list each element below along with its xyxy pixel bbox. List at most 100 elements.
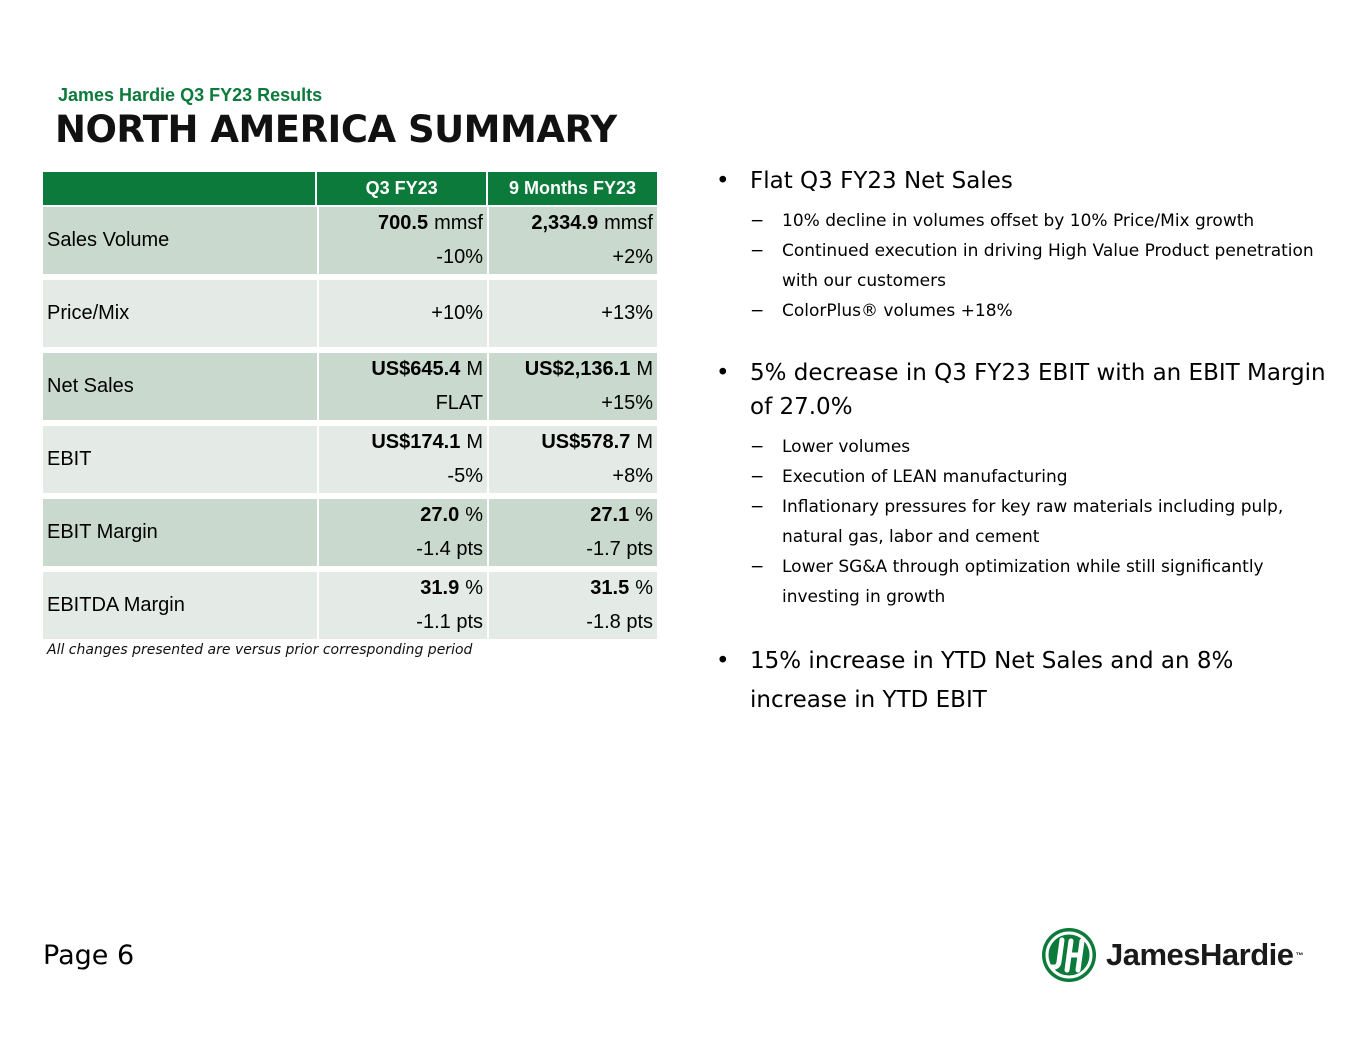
q3-cell: 31.9% -1.1 pts [317, 572, 487, 639]
ytd-value: 2,334.9 [531, 212, 599, 235]
q3-value: 31.9 [420, 577, 460, 600]
bullet-icon: • [716, 360, 730, 386]
sub-bullet-item: − Continued execution in driving High Val… [750, 236, 1336, 296]
ytd-cell: US$578.7 M +8% [487, 426, 657, 493]
column-header-q3: Q3 FY23 [315, 172, 486, 205]
sub-bullet-text: ColorPlus® volumes +18% [782, 301, 1013, 321]
bullet-icon: • [716, 168, 730, 194]
ytd-cell: 2,334.9 mmsf +2% [487, 207, 657, 274]
report-subtitle: James Hardie Q3 FY23 Results [58, 85, 323, 105]
dash-icon: − [750, 437, 765, 457]
q3-unit: % [465, 504, 483, 527]
row-label: Price/Mix [43, 280, 317, 347]
q3-value: US$645.4 [371, 358, 461, 381]
row-label: EBIT [43, 426, 317, 493]
ytd-unit: M [636, 431, 653, 454]
sub-bullet-text: Lower volumes [782, 437, 911, 457]
logo-wordmark: JamesHardie [1106, 937, 1294, 972]
dash-icon: − [750, 301, 765, 321]
bullet-item: • 15% increase in YTD Net Sales and an 8… [716, 642, 1336, 720]
q3-change: -10% [436, 245, 483, 268]
ytd-unit: % [635, 504, 653, 527]
sub-bullet-item: −10% decline in volumes offset by 10% Pr… [750, 206, 1336, 236]
ytd-cell: US$2,136.1 M +15% [487, 353, 657, 420]
bullet-icon: • [716, 648, 730, 674]
table-row: EBIT Margin 27.0% -1.4 pts 27.1% -1.7 pt… [43, 499, 657, 566]
dash-icon: − [750, 467, 765, 487]
table-row: EBIT US$174.1 M -5% US$578.7 M +8% [43, 426, 657, 493]
q3-change: FLAT [435, 391, 483, 414]
row-label: EBITDA Margin [43, 572, 317, 639]
table-row: EBITDA Margin 31.9% -1.1 pts 31.5% -1.8 … [43, 572, 657, 639]
ytd-unit: % [635, 577, 653, 600]
table-row: Sales Volume 700.5 mmsf -10% 2,334.9 mmsf … [43, 207, 657, 274]
q3-cell: 27.0% -1.4 pts [317, 499, 487, 566]
bullet-item: • Flat Q3 FY23 Net Sales [716, 164, 1336, 198]
ytd-value: 31.5 [590, 577, 630, 600]
sub-bullet-text: Lower SG&A through optimization while st… [782, 557, 1264, 607]
q3-unit: M [466, 431, 483, 454]
q3-cell: 700.5 mmsf -10% [317, 207, 487, 274]
ytd-change: +13% [601, 302, 653, 324]
ytd-change: +8% [612, 464, 653, 487]
sub-bullet-text: 10% decline in volumes offset by 10% Pri… [782, 211, 1255, 231]
q3-cell: US$174.1 M -5% [317, 426, 487, 493]
table-row: Price/Mix +10% +13% [43, 280, 657, 347]
sub-bullet-list: −10% decline in volumes offset by 10% Pr… [750, 206, 1336, 326]
q3-value: 700.5 [378, 212, 429, 235]
header-blank-cell [43, 172, 315, 205]
trademark-mark: ™ [1295, 950, 1304, 960]
table-footnote: All changes presented are versus prior c… [47, 642, 473, 658]
page-number: Page 6 [43, 940, 135, 971]
bullet-text: 15% increase in YTD Net Sales and an 8% … [750, 648, 1234, 713]
ytd-cell: 31.5% -1.8 pts [487, 572, 657, 639]
ytd-change: +2% [612, 245, 653, 268]
bullet-item: • 5% decrease in Q3 FY23 EBIT with an EB… [716, 356, 1336, 424]
table-header: Q3 FY23 9 Months FY23 [43, 172, 657, 205]
sub-bullet-text: Continued execution in driving High Valu… [782, 241, 1314, 291]
q3-change: -1.4 pts [416, 537, 483, 560]
ytd-value: US$2,136.1 [524, 358, 631, 381]
jh-monogram-icon [1042, 928, 1096, 982]
bullet-text: 5% decrease in Q3 FY23 EBIT with an EBIT… [750, 360, 1326, 420]
ytd-unit: mmsf [604, 212, 653, 235]
q3-cell: US$645.4 M FLAT [317, 353, 487, 420]
q3-cell: +10% [317, 280, 487, 347]
sub-bullet-item: − Lower volumes [750, 432, 1336, 462]
row-label: Sales Volume [43, 207, 317, 274]
dash-icon: − [750, 557, 765, 577]
q3-unit: % [465, 577, 483, 600]
row-label: EBIT Margin [43, 499, 317, 566]
dash-icon: − [750, 211, 765, 231]
bullet-list: • Flat Q3 FY23 Net Sales −10% decline in… [716, 164, 1336, 720]
sub-bullet-item: − Execution of LEAN manufacturing [750, 462, 1336, 492]
ytd-change: +15% [601, 391, 653, 414]
ytd-cell: +13% [487, 280, 657, 347]
column-header-9-months: 9 Months FY23 [486, 172, 657, 205]
q3-change: -1.1 pts [416, 610, 483, 633]
q3-unit: M [466, 358, 483, 381]
ytd-change: -1.7 pts [586, 537, 653, 560]
james-hardie-logo: JamesHardie ™ [1040, 926, 1304, 984]
q3-unit: mmsf [434, 212, 483, 235]
row-label: Net Sales [43, 353, 317, 420]
q3-value: 27.0 [420, 504, 460, 527]
sub-bullet-item: − Lower SG&A through optimization while s… [750, 552, 1336, 612]
ytd-change: -1.8 pts [586, 610, 653, 633]
q3-change: +10% [431, 302, 483, 324]
ytd-value: US$578.7 [541, 431, 631, 454]
sub-bullet-item: − Inflationary pressures for key raw mate… [750, 492, 1336, 552]
page-title: NORTH AMERICA SUMMARY [55, 108, 617, 151]
q3-change: -5% [447, 464, 483, 487]
table-row: Net Sales US$645.4 M FLAT US$2,136.1 M +15… [43, 353, 657, 420]
ytd-cell: 27.1% -1.7 pts [487, 499, 657, 566]
sub-bullet-text: Execution of LEAN manufacturing [782, 467, 1068, 487]
q3-value: US$174.1 [371, 431, 461, 454]
dash-icon: − [750, 241, 765, 261]
sub-bullet-list: − Lower volumes − Execution of LEAN manufa… [750, 432, 1336, 612]
bullet-text: Flat Q3 FY23 Net Sales [750, 168, 1013, 194]
summary-table: Q3 FY23 9 Months FY23 Sales Volume 700.5… [43, 172, 657, 645]
ytd-value: 27.1 [590, 504, 630, 527]
sub-bullet-text: Inflationary pressures for key raw mater… [782, 497, 1284, 547]
dash-icon: − [750, 497, 765, 517]
